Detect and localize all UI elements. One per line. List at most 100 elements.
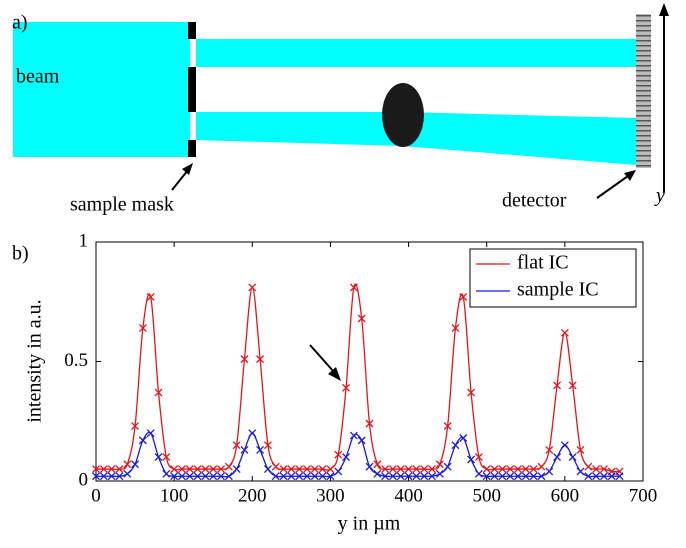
data-marker bbox=[287, 465, 296, 474]
data-marker bbox=[287, 472, 296, 481]
data-marker bbox=[271, 462, 280, 471]
data-marker bbox=[279, 465, 288, 474]
data-marker bbox=[217, 472, 225, 481]
data-marker bbox=[506, 472, 515, 481]
data-marker bbox=[514, 472, 522, 481]
data-marker bbox=[388, 472, 397, 481]
x-tick-label: 500 bbox=[472, 485, 501, 506]
data-marker bbox=[592, 472, 601, 481]
data-marker bbox=[131, 422, 140, 430]
arrow-head bbox=[624, 170, 636, 181]
data-marker bbox=[193, 472, 202, 481]
data-marker bbox=[263, 441, 272, 450]
data-marker bbox=[615, 472, 624, 481]
x-tick-label: 700 bbox=[629, 485, 658, 506]
data-marker bbox=[428, 472, 436, 481]
data-marker bbox=[443, 462, 452, 471]
data-marker bbox=[482, 472, 491, 481]
x-tick-label: 0 bbox=[91, 485, 101, 506]
panel-label: b) bbox=[12, 243, 29, 265]
data-marker bbox=[138, 324, 147, 332]
data-marker bbox=[482, 465, 491, 474]
data-marker bbox=[240, 355, 249, 364]
mask-label: sample mask bbox=[70, 194, 174, 216]
data-marker bbox=[529, 472, 538, 481]
data-marker bbox=[451, 324, 460, 332]
data-marker bbox=[498, 472, 507, 481]
data-marker bbox=[201, 472, 210, 481]
data-marker bbox=[146, 429, 155, 438]
data-marker bbox=[154, 453, 163, 462]
data-marker bbox=[342, 383, 351, 392]
data-marker bbox=[232, 465, 241, 474]
data-marker bbox=[498, 465, 507, 474]
data-marker bbox=[201, 465, 210, 474]
data-marker bbox=[209, 472, 218, 481]
data-marker bbox=[256, 355, 265, 364]
data-marker bbox=[404, 465, 413, 474]
data-marker bbox=[412, 465, 421, 474]
x-tick-label: 200 bbox=[238, 485, 267, 506]
data-marker bbox=[537, 462, 546, 471]
data-marker bbox=[560, 328, 569, 337]
data-marker bbox=[185, 472, 194, 481]
data-marker bbox=[568, 381, 577, 390]
data-marker bbox=[474, 453, 483, 462]
data-marker bbox=[365, 462, 374, 471]
data-marker bbox=[123, 460, 132, 469]
data-marker bbox=[529, 465, 538, 474]
data-marker bbox=[576, 445, 585, 454]
data-marker bbox=[279, 472, 288, 481]
data-marker bbox=[193, 465, 202, 474]
data-marker bbox=[584, 472, 593, 481]
data-marker bbox=[521, 472, 530, 481]
plot-frame bbox=[95, 241, 644, 482]
data-marker bbox=[334, 467, 343, 476]
data-marker bbox=[162, 469, 171, 478]
data-marker bbox=[92, 465, 100, 474]
data-marker bbox=[240, 445, 249, 454]
legend: flat IC sample IC bbox=[469, 248, 637, 308]
data-marker bbox=[99, 465, 108, 474]
data-marker bbox=[303, 472, 311, 481]
data-marker bbox=[209, 465, 218, 474]
y-tick-label: 1 bbox=[79, 230, 89, 251]
data-marker bbox=[381, 465, 390, 474]
detector-arrow bbox=[596, 175, 629, 199]
data-marker bbox=[177, 472, 186, 481]
legend-label: flat IC bbox=[517, 252, 569, 274]
beam-upper bbox=[196, 39, 636, 67]
x-tick-label: 400 bbox=[394, 485, 423, 506]
data-marker bbox=[467, 388, 476, 397]
data-marker bbox=[607, 472, 616, 481]
data-marker bbox=[514, 465, 522, 474]
data-marker bbox=[92, 472, 100, 481]
mask-segment bbox=[188, 22, 196, 39]
data-marker bbox=[599, 465, 608, 474]
panel-label: a) bbox=[12, 12, 28, 34]
data-marker bbox=[435, 460, 444, 469]
data-marker bbox=[420, 472, 429, 481]
data-marker bbox=[506, 465, 515, 474]
data-marker bbox=[490, 472, 499, 481]
data-marker bbox=[553, 381, 562, 390]
detector bbox=[636, 14, 651, 168]
data-marker bbox=[537, 472, 546, 481]
data-marker bbox=[584, 462, 593, 471]
data-marker bbox=[318, 465, 327, 474]
data-marker bbox=[295, 465, 304, 474]
data-marker bbox=[459, 434, 468, 442]
data-marker bbox=[373, 469, 382, 478]
data-marker bbox=[396, 472, 405, 481]
data-marker bbox=[170, 465, 179, 474]
mask-segment bbox=[188, 67, 196, 112]
data-marker bbox=[357, 436, 366, 445]
data-marker bbox=[326, 465, 335, 474]
data-marker bbox=[271, 472, 280, 481]
mask-segment bbox=[188, 140, 196, 157]
data-marker bbox=[170, 472, 179, 481]
data-marker bbox=[490, 465, 499, 474]
axis-label: y bbox=[654, 185, 665, 207]
x-tick-label: 100 bbox=[160, 485, 189, 506]
detector-label: detector bbox=[502, 190, 567, 212]
